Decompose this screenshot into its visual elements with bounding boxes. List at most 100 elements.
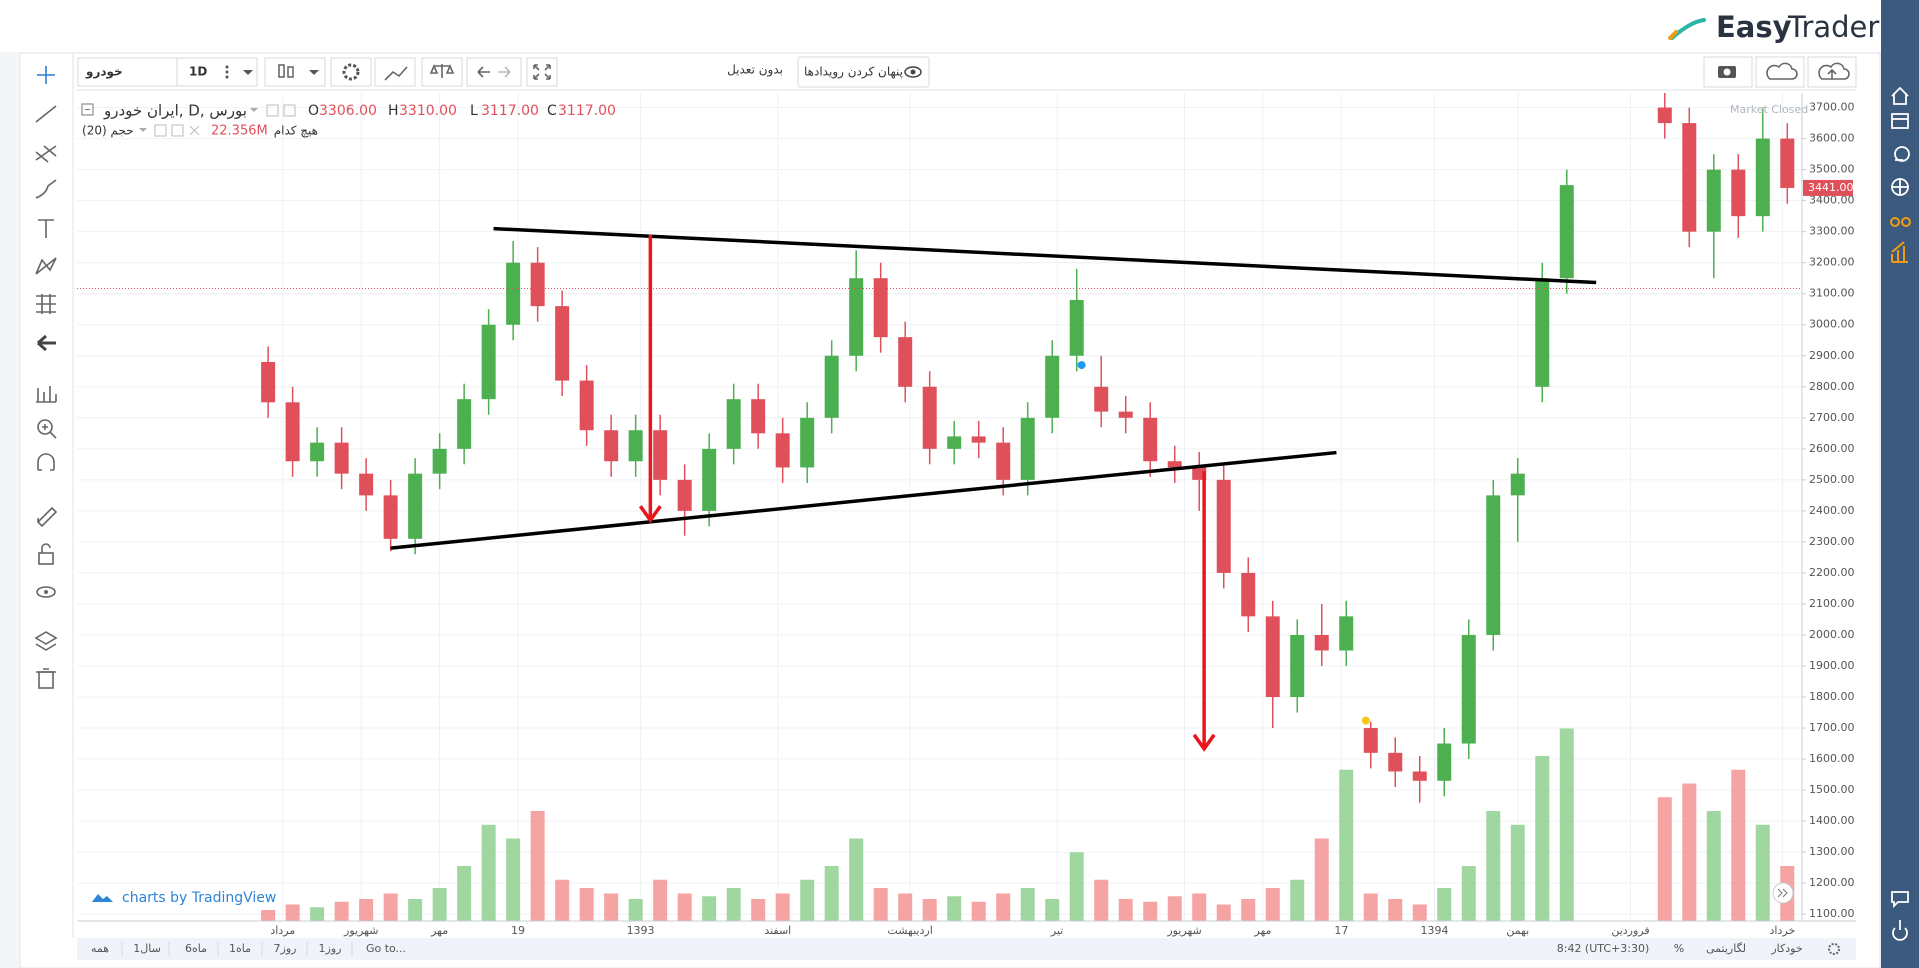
- fib-tool[interactable]: [35, 145, 57, 163]
- home-icon[interactable]: [1891, 86, 1909, 105]
- zoom-tool[interactable]: [37, 419, 57, 439]
- lock-drawings[interactable]: [36, 506, 58, 528]
- trendline-tool[interactable]: [35, 105, 57, 123]
- range-button[interactable]: 1روز: [319, 942, 342, 955]
- cloud-load-button[interactable]: [1755, 56, 1805, 88]
- wallet-icon[interactable]: [1894, 146, 1910, 162]
- volume-bar: [1657, 797, 1672, 921]
- candle-body: [726, 399, 741, 449]
- gear-icon[interactable]: [342, 63, 360, 81]
- crosshair-tool[interactable]: [37, 66, 55, 84]
- y-tick-label: 3200.00: [1809, 256, 1855, 269]
- legend-caret[interactable]: [250, 108, 258, 112]
- brush-tool[interactable]: [35, 179, 57, 199]
- legend-icon[interactable]: [154, 124, 167, 137]
- volume-bar: [1118, 899, 1133, 921]
- interval-button[interactable]: [176, 57, 258, 87]
- chat-icon[interactable]: [1891, 891, 1909, 909]
- visibility-tool[interactable]: [36, 586, 56, 598]
- power-icon[interactable]: [1892, 920, 1908, 941]
- layers-tool[interactable]: [34, 631, 58, 651]
- trend-line: [390, 450, 1337, 550]
- delete-tool[interactable]: [36, 668, 56, 689]
- volume-bar: [653, 879, 668, 921]
- range-button[interactable]: همه: [91, 942, 109, 955]
- y-tick-label: 1200.00: [1809, 876, 1855, 889]
- candle-icon[interactable]: [278, 64, 294, 78]
- percent-toggle[interactable]: %: [1674, 942, 1684, 955]
- interval-text[interactable]: 1D: [189, 65, 207, 79]
- legend-icon[interactable]: [171, 124, 184, 137]
- volume-bar: [1069, 852, 1084, 921]
- volume-bar: [1755, 824, 1770, 921]
- event-marker[interactable]: [1361, 716, 1370, 725]
- volume-bar: [1363, 893, 1378, 921]
- compare-icon[interactable]: [429, 63, 455, 78]
- dropdown-caret[interactable]: [243, 70, 253, 75]
- volume-bar: [1437, 888, 1452, 921]
- scroll-button[interactable]: [1772, 882, 1794, 904]
- menu-dots[interactable]: [225, 65, 229, 69]
- candle-body: [1682, 123, 1697, 232]
- portfolio-icon[interactable]: [1891, 113, 1909, 129]
- legend-icon[interactable]: [266, 104, 279, 117]
- indicators-icon[interactable]: [384, 66, 408, 81]
- fullscreen-button[interactable]: [526, 57, 558, 87]
- hide-events-text[interactable]: پنهان کردن رویدادها: [804, 65, 903, 80]
- candle-body: [555, 306, 570, 381]
- lock-tool[interactable]: [38, 543, 54, 565]
- volume-bar: [1535, 756, 1550, 921]
- range-button[interactable]: 1سال: [133, 942, 161, 955]
- redo-icon[interactable]: [498, 66, 511, 78]
- analysis-icon[interactable]: [1891, 241, 1908, 263]
- candle-body: [604, 430, 619, 462]
- volume-bar: [971, 901, 986, 921]
- watch-icon[interactable]: [1890, 217, 1911, 227]
- watermark[interactable]: charts by TradingView: [122, 890, 276, 906]
- text-tool[interactable]: [38, 219, 54, 238]
- back-tool[interactable]: [37, 334, 56, 352]
- range-button[interactable]: 6ماه: [185, 942, 207, 955]
- prediction-tool[interactable]: [36, 294, 56, 314]
- event-marker[interactable]: [1077, 361, 1086, 370]
- indicators-button[interactable]: [374, 57, 416, 87]
- volume-bar: [1412, 904, 1427, 921]
- log-toggle[interactable]: لگاریتمی: [1706, 942, 1746, 955]
- x-tick-label: اردیبهشت: [887, 924, 932, 937]
- candle-body: [1265, 616, 1280, 698]
- volume-bar: [604, 893, 619, 921]
- snapshot-button[interactable]: [1703, 56, 1753, 88]
- undo-redo[interactable]: [466, 57, 522, 87]
- goto-button[interactable]: Go to...: [366, 942, 406, 955]
- volume-bar: [481, 824, 496, 921]
- pattern-tool[interactable]: [35, 257, 57, 275]
- candle-body: [1241, 572, 1256, 617]
- y-tick-label: 3100.00: [1809, 287, 1855, 300]
- logo-text: Trader: [1787, 10, 1879, 44]
- volume-bar: [1486, 811, 1501, 921]
- footer-settings[interactable]: [1828, 943, 1840, 955]
- globe-icon[interactable]: [1891, 178, 1909, 196]
- legend-close[interactable]: [189, 125, 200, 136]
- magnet-tool[interactable]: [37, 453, 55, 471]
- eye-icon: [904, 66, 922, 78]
- x-tick-label: تیر: [1050, 924, 1063, 937]
- auto-toggle[interactable]: خودکار: [1770, 942, 1802, 955]
- fullscreen-icon[interactable]: [533, 64, 551, 80]
- camera-icon: [1718, 66, 1736, 78]
- legend-icon[interactable]: [283, 104, 296, 117]
- hide-events-button[interactable]: [797, 56, 930, 88]
- range-button[interactable]: 1ماه: [229, 942, 251, 955]
- logo-text: Easy: [1716, 10, 1792, 44]
- range-button[interactable]: 7روز: [274, 942, 297, 955]
- symbol-text[interactable]: خودرو: [85, 65, 123, 80]
- undo-icon[interactable]: [477, 66, 490, 78]
- candle-body: [383, 495, 398, 539]
- adjustment-text[interactable]: بدون تعدیل: [727, 63, 783, 78]
- volume-bar: [261, 910, 276, 921]
- measure-tool[interactable]: [36, 386, 57, 403]
- dropdown-caret[interactable]: [309, 70, 319, 75]
- y-tick-label: 2000.00: [1809, 628, 1855, 641]
- settings-button[interactable]: [330, 57, 372, 87]
- legend-caret[interactable]: [139, 128, 147, 132]
